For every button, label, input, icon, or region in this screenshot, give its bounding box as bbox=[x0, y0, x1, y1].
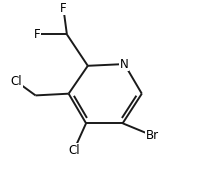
Text: F: F bbox=[60, 2, 67, 15]
Text: F: F bbox=[34, 28, 41, 41]
Text: N: N bbox=[120, 57, 129, 70]
Text: Br: Br bbox=[146, 129, 159, 142]
Text: Cl: Cl bbox=[68, 144, 80, 157]
Text: Cl: Cl bbox=[11, 75, 22, 88]
